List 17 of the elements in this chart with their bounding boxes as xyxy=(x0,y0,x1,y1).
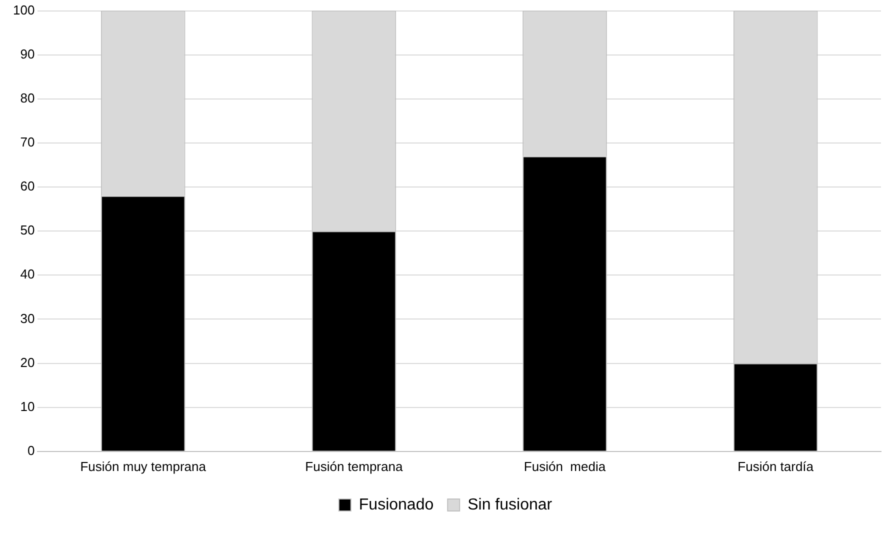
x-tick-label: Fusión muy temprana xyxy=(80,458,207,474)
y-tick-label: 90 xyxy=(20,46,35,62)
y-tick-label: 40 xyxy=(20,266,35,282)
y-tick-label: 0 xyxy=(27,442,35,458)
x-tick-label: Fusión tardía xyxy=(738,458,814,474)
y-tick-label: 50 xyxy=(20,222,35,238)
y-tick-label: 30 xyxy=(20,310,35,326)
y-tick-label: 80 xyxy=(20,90,35,106)
y-tick-label: 100 xyxy=(12,2,35,18)
x-tick-label: Fusión media xyxy=(524,458,606,474)
y-tick-label: 70 xyxy=(20,134,35,150)
legend-label: Fusionado xyxy=(358,496,434,514)
y-tick-label: 20 xyxy=(20,354,35,370)
legend-label: Sin fusionar xyxy=(468,496,553,514)
y-tick-label: 10 xyxy=(20,398,35,414)
y-tick-label: 60 xyxy=(20,178,35,194)
x-tick-label: Fusión temprana xyxy=(305,458,404,474)
